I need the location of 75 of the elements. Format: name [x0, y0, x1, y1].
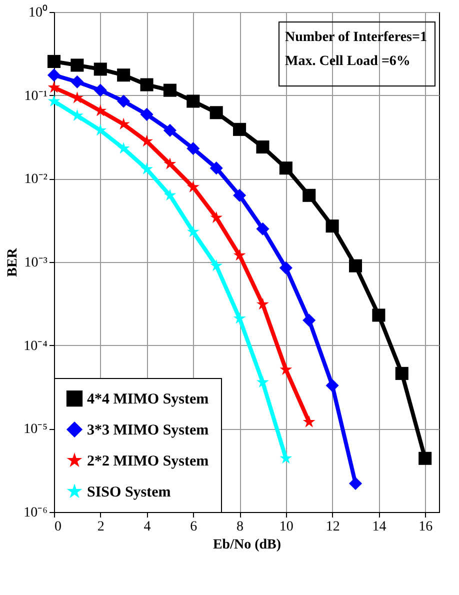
- point: [140, 134, 153, 147]
- x-tick-label: 10: [279, 520, 294, 534]
- x-tick-label: 12: [326, 520, 340, 534]
- point: [48, 94, 60, 106]
- point: [302, 314, 316, 327]
- point: [279, 162, 292, 175]
- x-tick-label: 8: [236, 520, 244, 534]
- y-tick-label: 10⁻³: [24, 256, 48, 270]
- point: [94, 62, 107, 76]
- point: [280, 452, 292, 464]
- x-axis-title: Eb/No (dB): [212, 538, 282, 552]
- point: [280, 363, 292, 375]
- point: [117, 142, 130, 154]
- legend-label: 3*3 MIMO System: [87, 422, 210, 438]
- point: [395, 366, 408, 380]
- point: [418, 452, 432, 465]
- point: [279, 261, 292, 274]
- point: [210, 162, 223, 175]
- point: [233, 312, 246, 324]
- point: [163, 124, 176, 137]
- point: [94, 124, 107, 136]
- point: [186, 94, 200, 108]
- point: [117, 68, 130, 82]
- point: [47, 68, 61, 82]
- legend-label: SISO System: [87, 484, 172, 500]
- x-tick-label: 6: [190, 520, 198, 534]
- point: [256, 140, 270, 154]
- y-tick-label: 10⁻⁶: [24, 506, 48, 520]
- point: [348, 259, 362, 272]
- point: [48, 81, 60, 93]
- point: [256, 376, 269, 388]
- x-tick-label: 4: [144, 520, 151, 534]
- y-tick-label: 10⁻²: [24, 172, 48, 188]
- point: [70, 58, 84, 72]
- point: [140, 78, 154, 92]
- point: [233, 248, 246, 261]
- x-tick-label: 16: [418, 520, 433, 534]
- x-tick-label: 2: [97, 520, 104, 534]
- point: [163, 84, 176, 97]
- point: [210, 259, 223, 272]
- y-tick-label: 10⁰: [28, 4, 48, 20]
- point: [326, 220, 339, 233]
- point: [186, 225, 200, 238]
- point: [210, 211, 223, 223]
- y-tick-label: 10⁻¹: [24, 88, 48, 104]
- legend-label: 4*4 MIMO System: [87, 392, 210, 408]
- annotation: Number of Interferes=1: [285, 30, 427, 45]
- point: [233, 122, 246, 136]
- x-tick-label: 0: [54, 520, 62, 534]
- point: [164, 157, 176, 170]
- point: [94, 84, 107, 97]
- point: [256, 298, 269, 310]
- point: [186, 180, 200, 192]
- point: [302, 188, 316, 202]
- point: [233, 188, 246, 202]
- point: [256, 222, 270, 236]
- point: [210, 106, 223, 120]
- y-axis-title: BER: [6, 247, 21, 277]
- point: [70, 75, 84, 88]
- annotation: Max. Cell Load =6%: [285, 54, 410, 69]
- point: [71, 109, 84, 121]
- point: [372, 308, 386, 322]
- y-tick-label: 10⁻⁵: [24, 422, 48, 438]
- point: [348, 476, 362, 490]
- legend-label: 2*2 MIMO System: [87, 454, 210, 470]
- y-tick-label: 10⁻⁴: [24, 338, 48, 354]
- point: [164, 188, 176, 201]
- point: [140, 162, 153, 174]
- x-tick-label: 14: [372, 520, 386, 534]
- point: [326, 378, 339, 392]
- point: [117, 94, 130, 108]
- point: [140, 108, 154, 121]
- point: [302, 416, 316, 428]
- point: [47, 54, 61, 68]
- point: [186, 142, 200, 156]
